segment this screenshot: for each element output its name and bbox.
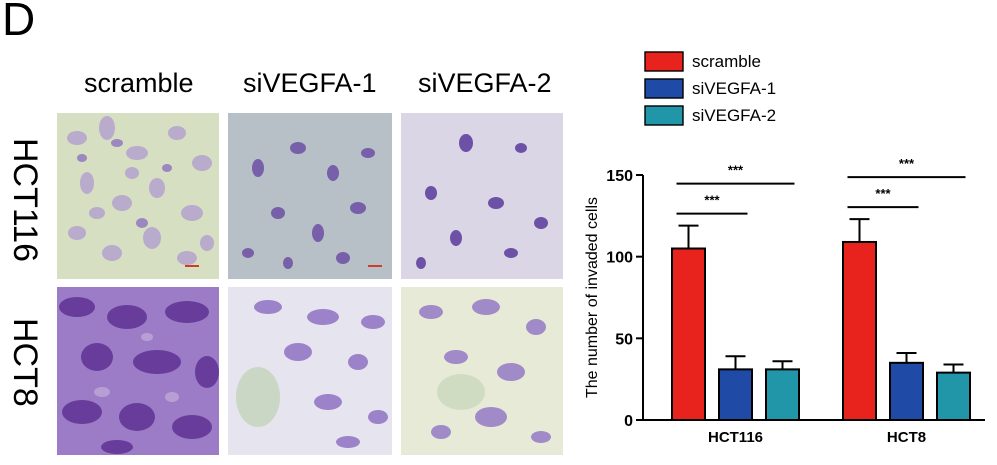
- legend-swatch-2: [644, 105, 684, 126]
- legend-label-0: scramble: [692, 52, 761, 71]
- x-category-label-0: HCT116: [708, 429, 763, 446]
- legend-label-1: siVEGFA-1: [692, 79, 776, 98]
- y-tick-label-3: 150: [606, 168, 633, 185]
- bar-HCT116-siVEGFA-1: [718, 368, 753, 422]
- column-label-scramble: scramble: [84, 68, 194, 98]
- micrograph-hct8-sivegfa-2: [401, 287, 563, 455]
- legend-swatch-1: [644, 78, 684, 99]
- panel-label: D: [2, 0, 36, 45]
- row-label-hct116: HCT116: [6, 138, 44, 263]
- x-category-label-1: HCT8: [887, 429, 926, 446]
- y-tick-label-1: 50: [615, 331, 633, 348]
- significance-label-0: ***: [704, 193, 720, 208]
- legend-label-2: siVEGFA-2: [692, 106, 776, 125]
- bar-HCT116-scramble: [671, 247, 706, 421]
- bar-HCT116-siVEGFA-2: [765, 368, 800, 422]
- micrograph-hct116-sivegfa-1: [228, 113, 392, 279]
- significance-label-1: ***: [728, 163, 744, 178]
- micrograph-hct8-sivegfa-1: [228, 287, 392, 455]
- micrograph-hct116-scramble: [57, 113, 219, 279]
- row-label-hct8: HCT8: [6, 318, 44, 407]
- bar-HCT8-siVEGFA-2: [936, 371, 971, 421]
- y-tick-label-0: 0: [624, 413, 633, 430]
- legend-swatch-0: [644, 51, 684, 72]
- bar-HCT8-scramble: [842, 240, 877, 421]
- column-label-sivegfa-2: siVEGFA-2: [418, 68, 552, 98]
- micrograph-hct8-scramble: [57, 287, 219, 455]
- bar-HCT8-siVEGFA-1: [889, 361, 924, 422]
- bar-chart: scramble siVEGFA-1 siVEGFA-2 0 50 100 150 The n…: [584, 51, 985, 446]
- micrograph-hct116-sivegfa-2: [401, 113, 563, 279]
- significance-label-2: ***: [875, 186, 891, 201]
- significance-label-3: ***: [899, 156, 915, 171]
- y-tick-label-2: 100: [606, 250, 633, 267]
- y-axis-title: The number of invaded cells: [584, 197, 601, 398]
- column-label-sivegfa-1: siVEGFA-1: [243, 68, 377, 98]
